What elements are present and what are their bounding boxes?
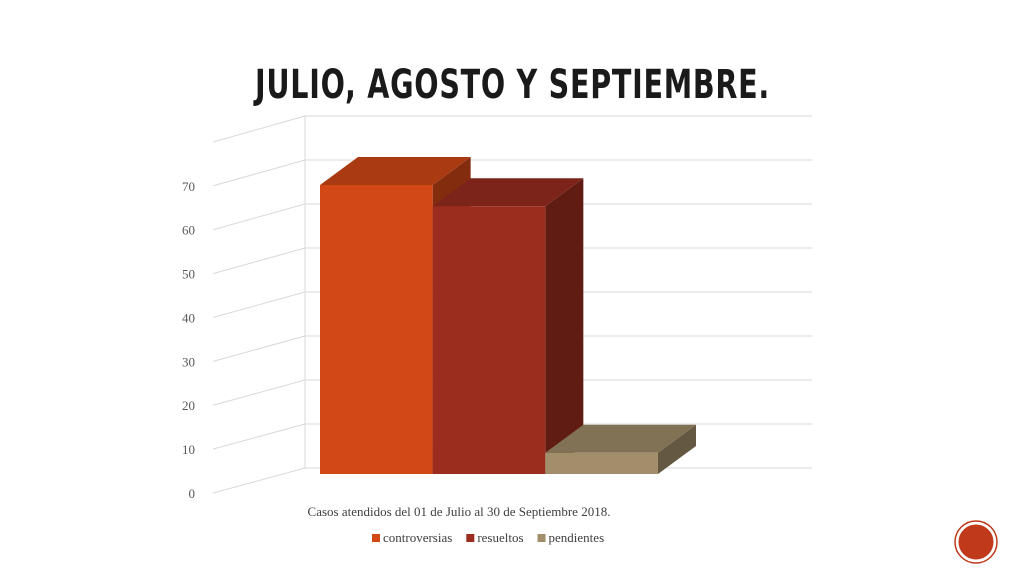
y-tick-label: 20: [182, 398, 195, 413]
legend-label: resueltos: [477, 530, 523, 545]
bar-top: [320, 157, 471, 185]
grid-line: [212, 335, 306, 362]
badge-ring: [954, 520, 998, 564]
legend-swatch: [466, 534, 475, 542]
y-tick-label: 40: [182, 310, 195, 325]
slide-badge: [954, 520, 998, 564]
grid-line: [212, 159, 306, 187]
bar-side: [545, 178, 584, 474]
y-tick-label: 30: [182, 354, 195, 369]
legend-label: pendientes: [549, 530, 605, 545]
y-tick-label: 70: [182, 179, 195, 194]
bar-side: [658, 424, 696, 474]
bar: [432, 206, 546, 474]
grid-line: [212, 247, 306, 275]
slide-title: JULIO, AGOSTO Y SEPTIEMBRE.: [253, 62, 770, 108]
grid-line: [212, 467, 306, 494]
grid-line: [212, 291, 306, 318]
y-tick-label: 10: [182, 442, 195, 457]
bar-top: [545, 424, 696, 453]
bar: [320, 185, 433, 474]
grid-line: [212, 423, 306, 450]
grid-line: [212, 203, 306, 231]
grid-line: [212, 115, 306, 143]
legend-label: controversias: [383, 530, 452, 545]
y-tick-label: 50: [182, 267, 195, 282]
y-tick-label: 0: [189, 486, 196, 501]
y-tick-label: 60: [182, 223, 195, 238]
x-category-label: Casos atendidos del 01 de Julio al 30 de…: [308, 504, 611, 519]
bar: [545, 452, 658, 474]
badge-circle: [955, 521, 997, 563]
grid-line: [212, 379, 306, 406]
legend-swatch: [372, 534, 380, 542]
bar-top: [432, 178, 584, 207]
legend-swatch: [537, 534, 546, 542]
